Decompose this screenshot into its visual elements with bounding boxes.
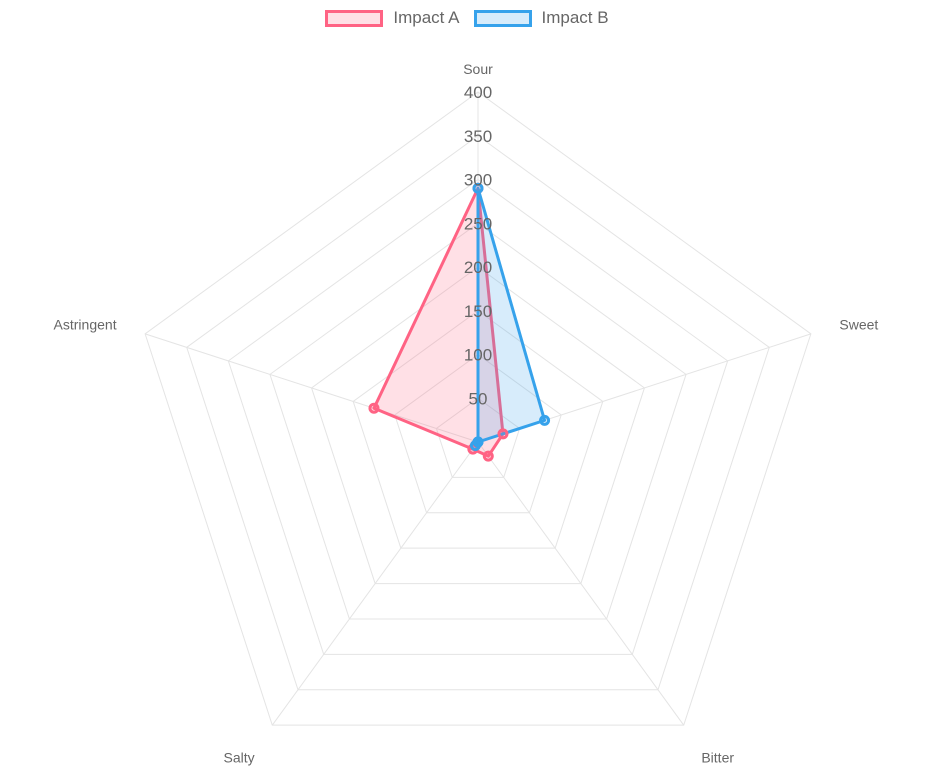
tick-label-400: 400	[464, 83, 492, 102]
chart-legend: Impact A Impact B	[0, 8, 934, 28]
data-point-impact-b-astringent	[472, 436, 484, 448]
tick-label-50: 50	[469, 389, 488, 408]
grid-ring-300	[227, 178, 729, 655]
legend-label-impact-b: Impact B	[541, 8, 609, 27]
angle-line-salty	[271, 441, 479, 726]
tick-label-200: 200	[464, 258, 492, 277]
data-point-impact-a-astringent	[368, 402, 380, 414]
data-point-impact-b-sweet	[539, 414, 551, 426]
category-label-sour: Sour	[463, 61, 493, 77]
angle-line-bitter	[477, 441, 685, 726]
series-area-impact-b	[473, 186, 547, 448]
legend-item-impact-a[interactable]: Impact A	[325, 8, 460, 28]
grid-ring-250	[269, 222, 687, 620]
data-point-impact-a-sweet	[497, 428, 509, 440]
grid-ring-400	[144, 91, 812, 726]
tick-label-150: 150	[464, 302, 492, 321]
data-point-impact-a-bitter	[482, 450, 494, 462]
grid-ring-100	[394, 353, 562, 514]
tick-label-350: 350	[464, 127, 492, 146]
category-label-bitter: Bitter	[701, 749, 734, 765]
category-label-astringent: Astringent	[54, 317, 117, 333]
tick-label-300: 300	[464, 171, 492, 190]
angle-line-astringent	[144, 333, 479, 443]
legend-swatch-impact-a	[325, 9, 384, 27]
grid-ring-200	[310, 266, 646, 585]
tick-label-250: 250	[464, 214, 492, 233]
data-point-impact-b-sour	[472, 182, 484, 194]
legend-swatch-impact-b	[473, 9, 532, 27]
tick-label-100: 100	[464, 346, 492, 365]
category-label-sweet: Sweet	[839, 317, 878, 333]
category-label-salty: Salty	[224, 749, 255, 765]
grid-ring-50	[435, 397, 521, 478]
grid-ring-350	[186, 135, 770, 691]
legend-label-impact-a: Impact A	[393, 8, 460, 27]
legend-item-impact-b[interactable]: Impact B	[473, 8, 609, 28]
series-area-impact-a	[372, 186, 505, 458]
grid-ring-150	[352, 310, 604, 549]
